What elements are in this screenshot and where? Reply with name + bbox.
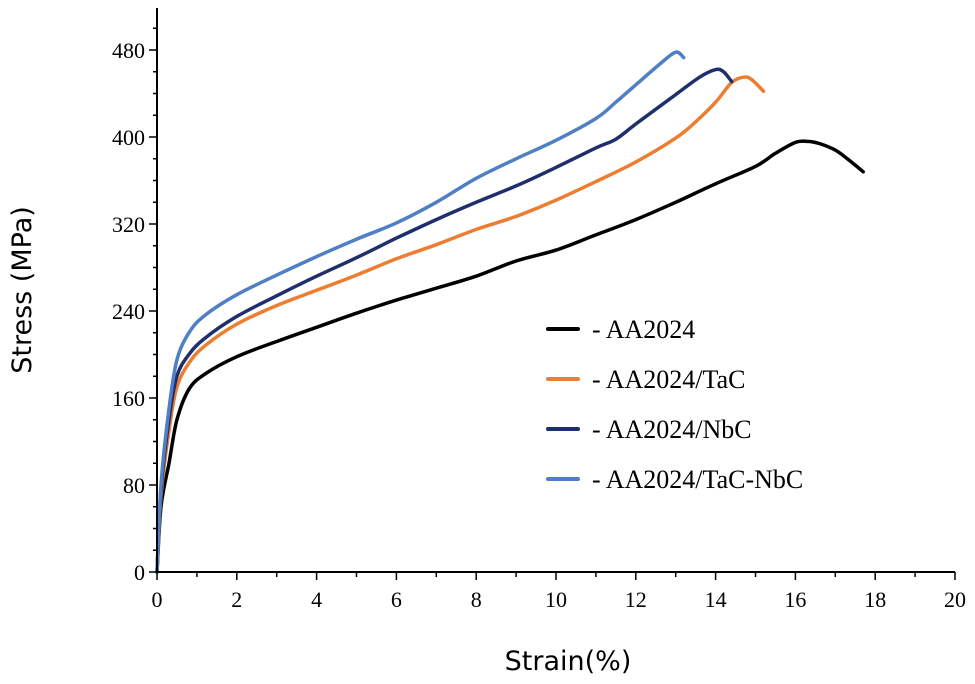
x-tick-label: 4 — [311, 587, 322, 612]
y-ticks: 0 80 160 240 320 400 480 — [112, 27, 157, 585]
y-tick-label: 240 — [112, 299, 145, 324]
series-line-aa2024-tac — [155, 75, 766, 574]
legend: - AA2024 - AA2024/TaC - AA2024/NbC - AA2024… — [546, 315, 803, 494]
x-tick-label: 14 — [705, 587, 727, 612]
x-ticks: 0 2 4 6 8 10 12 14 16 18 20 — [152, 572, 966, 612]
x-tick-label: 6 — [391, 587, 402, 612]
x-tick-label: 2 — [231, 587, 242, 612]
x-tick-label: 8 — [471, 587, 482, 612]
y-tick-label: 80 — [123, 473, 145, 498]
axes — [156, 8, 955, 573]
y-tick-label: 480 — [112, 38, 145, 63]
x-axis-title: Strain(%) — [505, 646, 632, 677]
x-tick-label: 0 — [152, 587, 163, 612]
x-tick-label: 20 — [944, 587, 966, 612]
series-line-aa2024-nbc — [155, 67, 734, 574]
x-tick-label: 10 — [545, 587, 567, 612]
y-axis-title: Stress (MPa) — [7, 206, 38, 374]
x-tick-label: 16 — [784, 587, 806, 612]
x-tick-label: 12 — [625, 587, 647, 612]
y-tick-label: 160 — [112, 386, 145, 411]
x-tick-label: 18 — [864, 587, 886, 612]
y-tick-label: 400 — [112, 125, 145, 150]
y-tick-label: 0 — [134, 560, 145, 585]
legend-label-aa2024-nbc: - AA2024/NbC — [592, 415, 752, 444]
plot-lines — [155, 50, 865, 574]
legend-label-aa2024-tac: - AA2024/TaC — [592, 365, 745, 394]
legend-label-aa2024-tac-nbc: - AA2024/TaC-NbC — [592, 465, 803, 494]
y-tick-label: 320 — [112, 212, 145, 237]
legend-label-aa2024: - AA2024 — [592, 315, 695, 344]
series-line-aa2024-tac-nbc — [155, 50, 686, 574]
series-line-aa2024 — [155, 139, 865, 574]
